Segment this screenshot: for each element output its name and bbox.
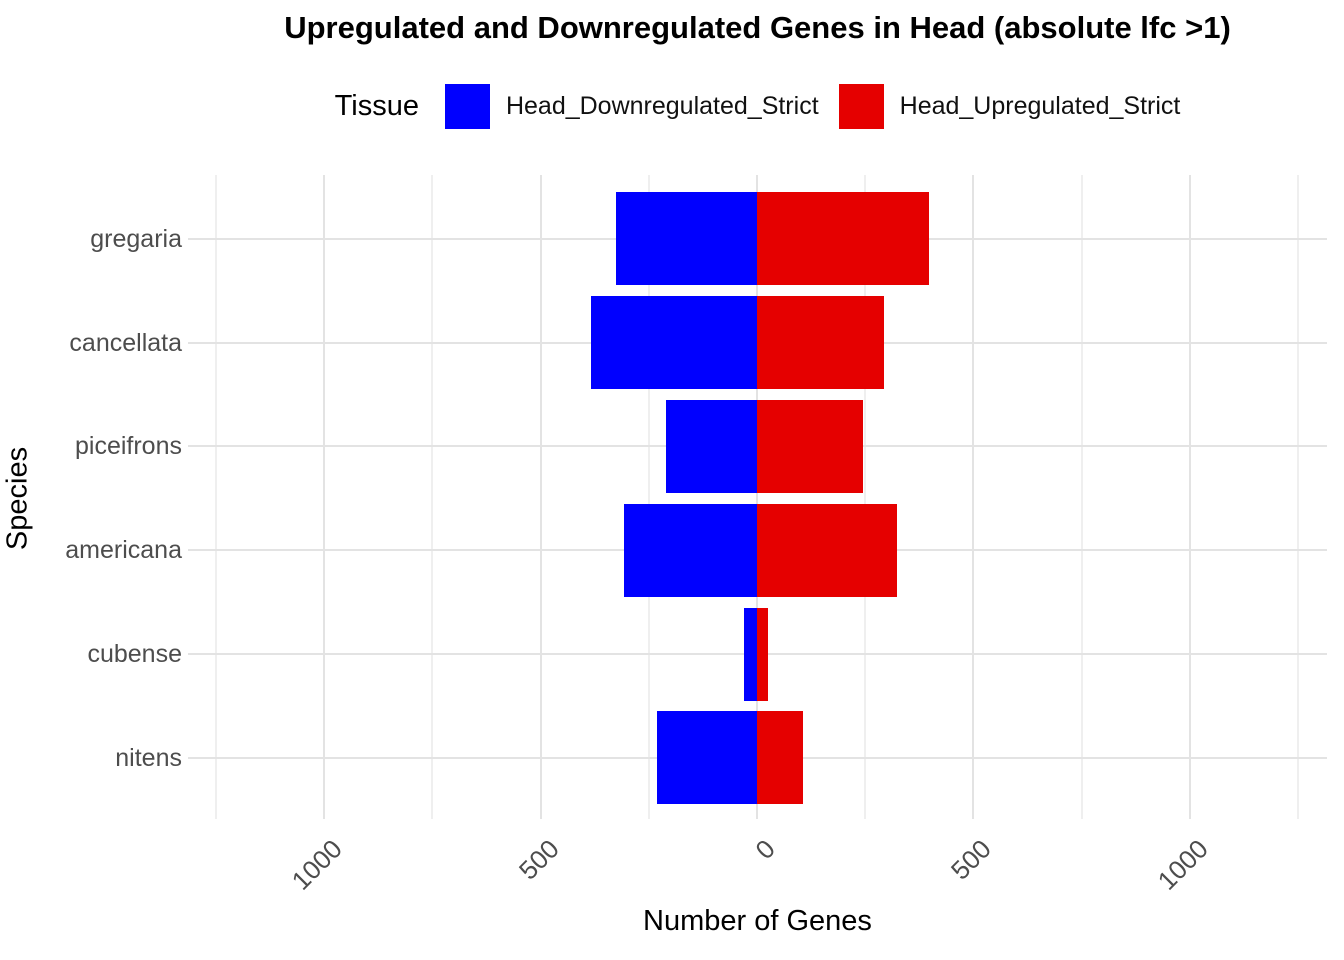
bar-upregulated-gregaria bbox=[757, 192, 929, 286]
legend-item-upregulated: Head_Upregulated_Strict bbox=[838, 83, 1181, 129]
ytick-label-gregaria: gregaria bbox=[90, 224, 182, 253]
bar-downregulated-americana bbox=[623, 503, 757, 597]
xtick-label-0-2: 0 bbox=[749, 833, 781, 866]
ytick-label-americana: americana bbox=[65, 536, 182, 565]
major-gridline-x-0 bbox=[756, 175, 758, 819]
plot-panel bbox=[188, 175, 1327, 819]
minor-gridline-x--750 bbox=[431, 175, 434, 819]
minor-gridline-x-250 bbox=[864, 175, 867, 819]
bar-downregulated-cubense bbox=[744, 607, 757, 701]
upregulated-color-swatch bbox=[838, 83, 884, 129]
y-axis-title: Species bbox=[1, 446, 34, 551]
ytick-label-cubense: cubense bbox=[87, 640, 182, 668]
xtick-label-500-1: 500 bbox=[512, 833, 565, 886]
bar-downregulated-cancellata bbox=[590, 296, 757, 390]
ytick-label-cancellata: cancellata bbox=[69, 328, 182, 357]
xtick-label-1000-4: 1000 bbox=[1151, 833, 1214, 896]
minor-gridline-x--250 bbox=[647, 175, 650, 819]
downregulated-color-swatch bbox=[444, 83, 490, 129]
bar-upregulated-cancellata bbox=[757, 296, 884, 390]
x-axis-title: Number of Genes bbox=[643, 905, 872, 937]
plot-title: Upregulated and Downregulated Genes in H… bbox=[284, 10, 1231, 45]
legend: Tissue Head_Downregulated_Strict Head_Up… bbox=[188, 82, 1327, 130]
major-gridline-x--1000 bbox=[323, 175, 326, 819]
bar-upregulated-americana bbox=[757, 503, 898, 597]
major-gridline-x--500 bbox=[539, 175, 542, 819]
legend-item-downregulated: Head_Downregulated_Strict bbox=[444, 83, 819, 129]
bar-downregulated-piceifrons bbox=[666, 399, 757, 493]
minor-gridline-x--1250 bbox=[215, 175, 217, 819]
xtick-label-1000-0: 1000 bbox=[285, 833, 348, 896]
bar-downregulated-gregaria bbox=[616, 192, 757, 286]
bar-upregulated-cubense bbox=[757, 607, 768, 701]
ytick-label-piceifrons: piceifrons bbox=[75, 432, 182, 461]
bar-upregulated-piceifrons bbox=[757, 399, 863, 493]
xtick-label-500-3: 500 bbox=[945, 833, 998, 886]
legend-label-downregulated: Head_Downregulated_Strict bbox=[505, 91, 819, 120]
legend-label-upregulated: Head_Upregulated_Strict bbox=[899, 91, 1181, 120]
ytick-label-nitens: nitens bbox=[115, 743, 182, 772]
legend-title: Tissue bbox=[334, 89, 419, 122]
minor-gridline-x-750 bbox=[1080, 175, 1083, 819]
bar-downregulated-nitens bbox=[657, 711, 757, 805]
minor-gridline-x-1250 bbox=[1297, 175, 1299, 819]
bar-upregulated-nitens bbox=[757, 711, 803, 805]
major-gridline-x-500 bbox=[972, 175, 975, 819]
major-gridline-x-1000 bbox=[1188, 175, 1191, 819]
